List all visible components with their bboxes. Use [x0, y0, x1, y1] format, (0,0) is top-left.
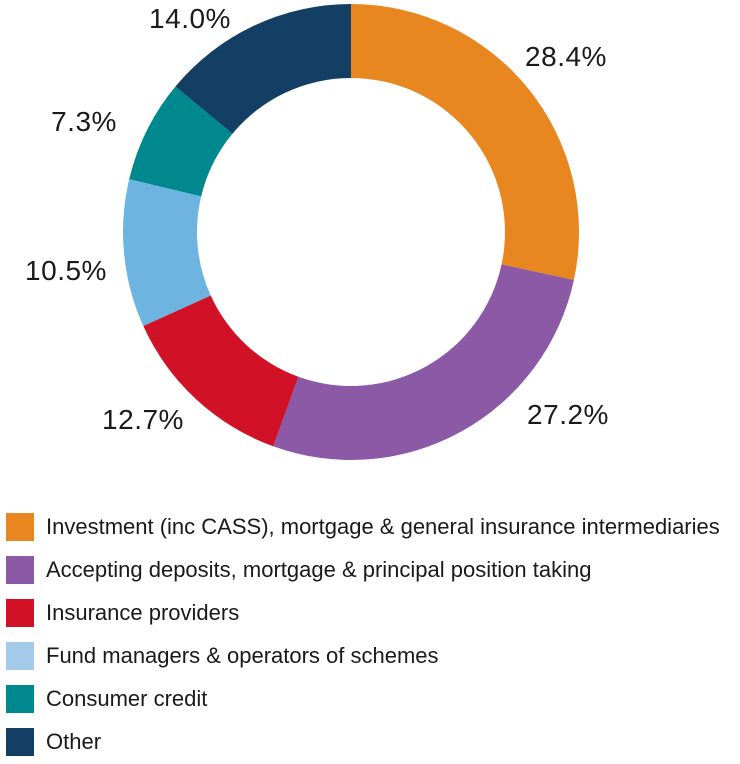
legend-label: Other: [46, 729, 102, 754]
donut-slice-1: [273, 264, 574, 460]
donut-slice-0: [351, 4, 579, 280]
slice-value-label-2: 12.7%: [102, 404, 184, 435]
donut-slice-3: [122, 179, 211, 327]
slice-value-label-4: 7.3%: [51, 106, 117, 137]
donut-chart: 28.4% 27.2% 12.7% 10.5% 7.3% 14.0%: [25, 3, 609, 460]
donut-svg: [122, 4, 579, 460]
legend-item-5: Other: [6, 728, 740, 756]
legend-item-4: Consumer credit: [6, 685, 740, 713]
legend-swatch-icon: [6, 642, 34, 670]
legend-swatch-icon: [6, 513, 34, 541]
legend-item-1: Accepting deposits, mortgage & principal…: [6, 556, 740, 584]
legend-label: Investment (inc CASS), mortgage & genera…: [46, 514, 720, 539]
slice-value-label-5: 14.0%: [149, 3, 231, 34]
legend-item-0: Investment (inc CASS), mortgage & genera…: [6, 513, 740, 541]
slice-value-label-3: 10.5%: [25, 255, 107, 286]
legend-item-2: Insurance providers: [6, 599, 740, 627]
legend-label: Insurance providers: [46, 600, 240, 625]
slice-value-label-1: 27.2%: [527, 399, 609, 430]
legend-swatch-icon: [6, 556, 34, 584]
legend-label: Consumer credit: [46, 686, 208, 711]
legend-label: Accepting deposits, mortgage & principal…: [46, 557, 592, 582]
slice-value-label-0: 28.4%: [525, 41, 607, 72]
legend-label: Fund managers & operators of schemes: [46, 643, 439, 668]
donut-slice-5: [175, 4, 351, 134]
legend-swatch-icon: [6, 599, 34, 627]
donut-slice-2: [143, 295, 299, 447]
donut-slice-4: [129, 86, 233, 197]
legend-item-3: Fund managers & operators of schemes: [6, 642, 740, 670]
chart-legend: Investment (inc CASS), mortgage & genera…: [0, 513, 740, 756]
legend-swatch-icon: [6, 685, 34, 713]
legend-swatch-icon: [6, 728, 34, 756]
